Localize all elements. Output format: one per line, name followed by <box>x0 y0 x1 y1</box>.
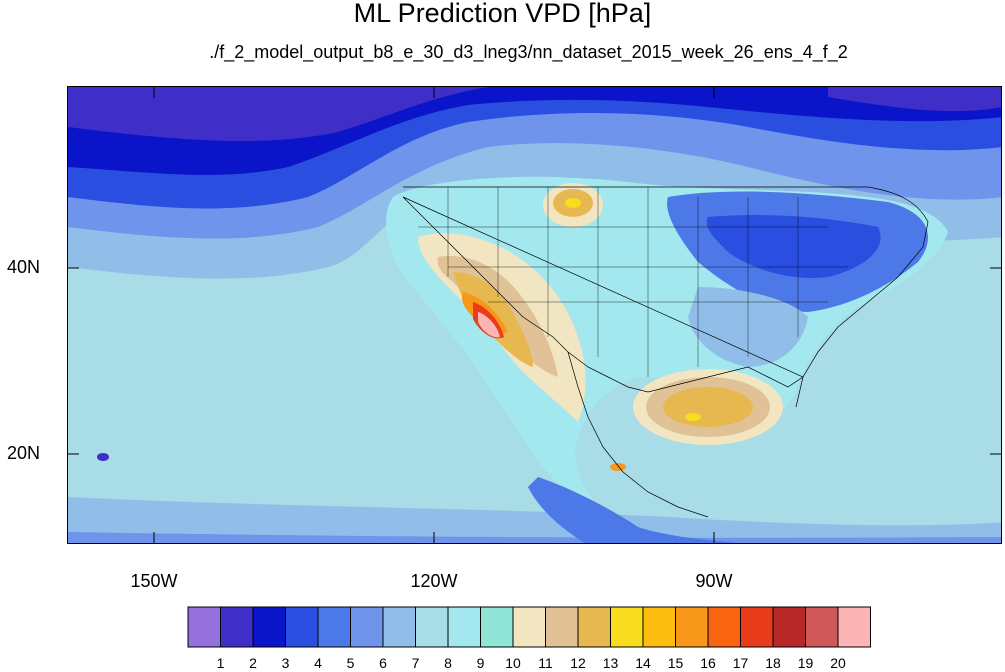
colorbar-swatch <box>610 606 644 648</box>
colorbar-swatch <box>772 606 806 648</box>
colorbar-swatch <box>252 606 286 648</box>
colorbar-swatch <box>545 606 579 648</box>
colorbar-swatch <box>642 606 676 648</box>
y-tick-label-40n: 40N <box>6 257 40 277</box>
x-tick-label-90w: 90W <box>695 571 733 591</box>
colorbar-tick-label: 14 <box>635 655 651 671</box>
x-tick-label-120w: 120W <box>410 571 458 591</box>
colorbar-tick-label: 7 <box>411 655 420 671</box>
map-subtitle: ./f_2_model_output_b8_e_30_d3_lneg3/nn_d… <box>209 42 848 62</box>
map-title: ML Prediction VPD [hPa] <box>353 0 652 28</box>
colorbar-swatch <box>805 606 839 648</box>
colorbar-swatch <box>187 606 221 648</box>
colorbar-swatch <box>577 606 611 648</box>
colorbar-tick-label: 11 <box>538 655 553 671</box>
colorbar-swatch <box>480 606 514 648</box>
colorbar-swatch <box>740 606 774 648</box>
colorbar-swatch <box>707 606 741 648</box>
colorbar-tick-label: 10 <box>505 655 521 671</box>
colorbar-tick-label: 8 <box>444 655 452 671</box>
x-tick-label-150w: 150W <box>130 571 178 591</box>
colorbar-tick-label: 3 <box>281 655 290 671</box>
axis-ticks <box>67 86 1002 544</box>
y-tick-label-20n: 20N <box>6 443 40 463</box>
colorbar-swatch <box>382 606 416 648</box>
colorbar-tick-label: 1 <box>216 655 225 671</box>
colorbar-tick-label: 20 <box>830 655 846 671</box>
colorbar-swatch <box>317 606 351 648</box>
colorbar-swatch <box>675 606 709 648</box>
colorbar-tick-label: 15 <box>667 655 684 671</box>
colorbar-swatch <box>220 606 254 648</box>
colorbar-swatch <box>447 606 481 648</box>
colorbar-tick-label: 18 <box>765 655 781 671</box>
colorbar-tick-label: 9 <box>476 655 485 671</box>
colorbar-tick-label: 12 <box>570 655 586 671</box>
colorbar-tick-label: 17 <box>732 655 749 671</box>
colorbar-tick-label: 13 <box>602 655 619 671</box>
vpd-contour-map <box>68 87 1001 543</box>
colorbar-swatch <box>350 606 384 648</box>
colorbar-swatch <box>285 606 319 648</box>
colorbar-swatch <box>512 606 546 648</box>
colorbar-tick-label: 4 <box>314 655 322 671</box>
colorbar-swatch <box>837 606 871 648</box>
colorbar-tick-label: 16 <box>700 655 716 671</box>
colorbar-tick-label: 2 <box>249 655 257 671</box>
colorbar-tick-label: 19 <box>797 655 814 671</box>
map-panel <box>67 86 1002 544</box>
colorbar-swatch <box>415 606 449 648</box>
colorbar-tick-label: 6 <box>379 655 387 671</box>
colorbar-tick-label: 5 <box>346 655 355 671</box>
